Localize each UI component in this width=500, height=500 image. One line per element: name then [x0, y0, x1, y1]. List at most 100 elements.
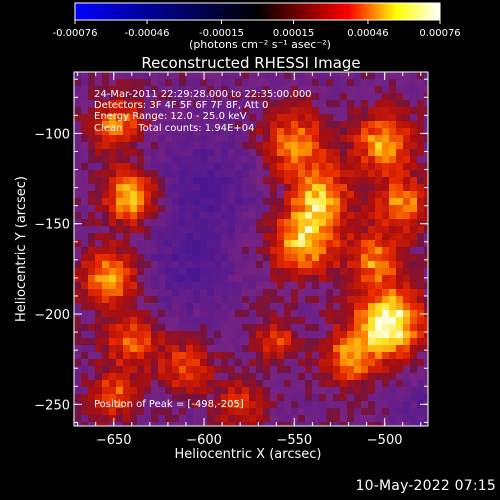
- heatmap-cell: [270, 128, 278, 136]
- heatmap-cell: [116, 366, 124, 374]
- heatmap-cell: [116, 310, 124, 318]
- heatmap-cell: [130, 240, 138, 248]
- heatmap-cell: [382, 100, 390, 108]
- heatmap-cell: [102, 142, 110, 150]
- heatmap-cell: [221, 387, 229, 395]
- heatmap-cell: [242, 205, 250, 213]
- heatmap-cell: [354, 198, 362, 206]
- heatmap-cell: [319, 205, 327, 213]
- heatmap-cell: [179, 247, 187, 255]
- heatmap-cell: [144, 324, 152, 332]
- heatmap-cell: [214, 191, 222, 199]
- heatmap-cell: [298, 359, 306, 367]
- heatmap-cell: [333, 191, 341, 199]
- heatmap-cell: [207, 86, 215, 94]
- heatmap-cell: [235, 163, 243, 171]
- heatmap-cell: [375, 275, 383, 283]
- heatmap-cell: [186, 359, 194, 367]
- heatmap-cell: [95, 268, 103, 276]
- heatmap-cell: [102, 359, 110, 367]
- heatmap-cell: [123, 415, 131, 423]
- heatmap-cell: [340, 170, 348, 178]
- heatmap-cell: [123, 275, 131, 283]
- heatmap-cell: [228, 156, 236, 164]
- heatmap-cell: [256, 422, 264, 426]
- heatmap-cell: [235, 142, 243, 150]
- heatmap-cell: [340, 387, 348, 395]
- heatmap-cell: [95, 387, 103, 395]
- heatmap-cell: [151, 380, 159, 388]
- heatmap-cell: [249, 331, 257, 339]
- heatmap-cell: [382, 324, 390, 332]
- heatmap-cell: [228, 415, 236, 423]
- heatmap-cell: [270, 415, 278, 423]
- heatmap-cell: [102, 219, 110, 227]
- heatmap-cell: [214, 289, 222, 297]
- heatmap-cell: [361, 121, 369, 129]
- heatmap-cell: [277, 72, 285, 80]
- heatmap-cell: [200, 156, 208, 164]
- heatmap-cell: [410, 422, 418, 426]
- heatmap-cell: [333, 387, 341, 395]
- heatmap-cell: [312, 177, 320, 185]
- heatmap-cell: [375, 331, 383, 339]
- heatmap-cell: [235, 345, 243, 353]
- heatmap-cell: [410, 296, 418, 304]
- heatmap-cell: [319, 247, 327, 255]
- heatmap-cell: [193, 303, 201, 311]
- heatmap-cell: [137, 268, 145, 276]
- heatmap-cell: [375, 352, 383, 360]
- heatmap-cell: [305, 275, 313, 283]
- heatmap-cell: [165, 394, 173, 402]
- heatmap-cell: [214, 240, 222, 248]
- heatmap-cell: [319, 345, 327, 353]
- heatmap-cell: [368, 261, 376, 269]
- heatmap-cell: [186, 296, 194, 304]
- heatmap-cell: [326, 422, 334, 426]
- heatmap-cell: [417, 408, 425, 416]
- heatmap-cell: [389, 296, 397, 304]
- heatmap-cell: [179, 254, 187, 262]
- heatmap-cell: [284, 366, 292, 374]
- heatmap-cell: [81, 338, 89, 346]
- heatmap-cell: [354, 415, 362, 423]
- x-axis: −650 −600 −550 −500: [77, 72, 422, 448]
- heatmap-cell: [151, 177, 159, 185]
- heatmap-cell: [130, 142, 138, 150]
- heatmap-cell: [389, 359, 397, 367]
- heatmap-cell: [179, 373, 187, 381]
- heatmap-cell: [277, 373, 285, 381]
- heatmap-cell: [305, 107, 313, 115]
- heatmap-cell: [424, 177, 428, 185]
- heatmap-cell: [249, 177, 257, 185]
- heatmap-cell: [375, 114, 383, 122]
- heatmap-cell: [186, 366, 194, 374]
- heatmap-cell: [242, 261, 250, 269]
- heatmap-cell: [207, 149, 215, 157]
- heatmap-cell: [368, 303, 376, 311]
- heatmap-cell: [165, 373, 173, 381]
- heatmap-cell: [102, 303, 110, 311]
- heatmap-cell: [151, 366, 159, 374]
- heatmap-cell: [221, 205, 229, 213]
- heatmap-cell: [382, 219, 390, 227]
- heatmap-cell: [214, 233, 222, 241]
- heatmap-cell: [326, 198, 334, 206]
- heatmap-cell: [123, 79, 131, 87]
- heatmap-cell: [88, 121, 96, 129]
- heatmap-cell: [109, 163, 117, 171]
- heatmap-cell: [109, 324, 117, 332]
- heatmap-cell: [417, 219, 425, 227]
- heatmap-cell: [403, 163, 411, 171]
- heatmap-cell: [326, 394, 334, 402]
- heatmap-cell: [235, 247, 243, 255]
- heatmap-cell: [403, 142, 411, 150]
- heatmap-cell: [410, 359, 418, 367]
- heatmap-cell: [347, 310, 355, 318]
- heatmap-cell: [214, 324, 222, 332]
- heatmap-cell: [417, 254, 425, 262]
- heatmap-cell: [123, 184, 131, 192]
- heatmap-cell: [368, 394, 376, 402]
- heatmap-cell: [410, 282, 418, 290]
- heatmap-cell: [305, 268, 313, 276]
